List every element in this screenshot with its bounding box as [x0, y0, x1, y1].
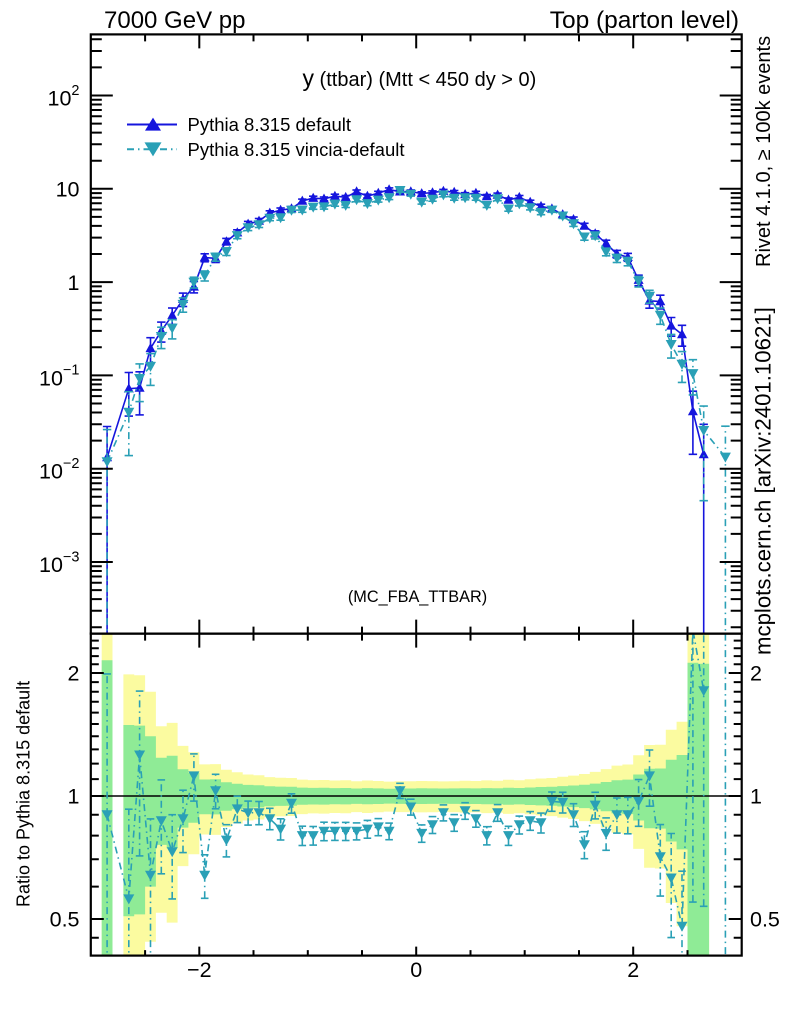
svg-text:2: 2 [750, 662, 762, 686]
svg-text:0.5: 0.5 [750, 908, 780, 932]
svg-text:Pythia 8.315 vincia-default: Pythia 8.315 vincia-default [188, 139, 405, 160]
svg-text:(MC_FBA_TTBAR): (MC_FBA_TTBAR) [348, 588, 487, 606]
svg-text:1: 1 [68, 271, 80, 295]
svg-text:y (ttbar) (Mtt < 450 dy > 0): y (ttbar) (Mtt < 450 dy > 0) [303, 65, 537, 91]
svg-text:Rivet 4.1.0, ≥ 100k events: Rivet 4.1.0, ≥ 100k events [753, 36, 775, 267]
svg-text:2: 2 [68, 662, 80, 686]
svg-text:−2: −2 [187, 958, 212, 982]
svg-text:0: 0 [410, 958, 422, 982]
svg-text:Ratio to Pythia 8.315 default: Ratio to Pythia 8.315 default [14, 681, 34, 907]
svg-text:0.5: 0.5 [50, 908, 80, 932]
svg-text:2: 2 [627, 958, 639, 982]
svg-text:1: 1 [68, 785, 80, 809]
svg-text:10: 10 [56, 178, 80, 202]
svg-text:1: 1 [750, 785, 762, 809]
svg-text:Pythia 8.315 default: Pythia 8.315 default [188, 114, 352, 135]
svg-text:Top (parton level): Top (parton level) [550, 7, 739, 34]
svg-text:7000 GeV pp: 7000 GeV pp [104, 7, 245, 34]
svg-text:mcplots.cern.ch [arXiv:2401.10: mcplots.cern.ch [arXiv:2401.10621] [751, 307, 776, 655]
